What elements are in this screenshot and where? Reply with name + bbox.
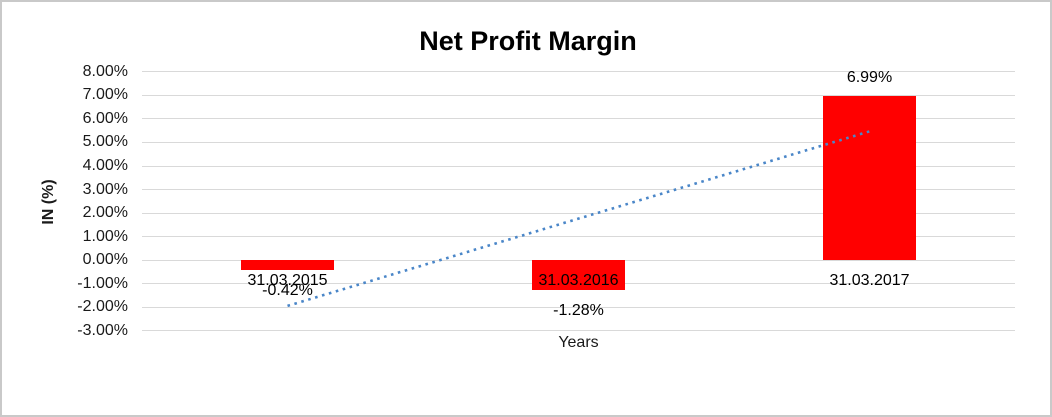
y-tick-label: 8.00% <box>82 62 128 80</box>
category-label: 31.03.2017 <box>829 272 910 289</box>
y-tick-label: 6.00% <box>82 109 128 127</box>
y-tick-label: 2.00% <box>82 204 128 222</box>
data-label: 6.99% <box>846 68 893 86</box>
y-tick-label: 4.00% <box>82 157 128 174</box>
gridline <box>142 330 1015 332</box>
y-tick-label: 1.00% <box>82 227 128 245</box>
gridline <box>142 71 1015 73</box>
bar-31.03.2015 <box>241 260 334 271</box>
y-tick-label: 5.00% <box>82 133 128 151</box>
y-tick-label: 3.00% <box>82 180 128 198</box>
data-label: -1.28% <box>553 302 604 320</box>
bar-31.03.2017 <box>823 95 916 261</box>
gridline <box>142 94 1015 96</box>
chart-title: Net Profit Margin <box>419 26 637 56</box>
y-tick-label: -3.00% <box>77 321 128 339</box>
y-tick-label: 7.00% <box>82 86 128 104</box>
y-tick-label: 0.00% <box>82 251 128 269</box>
y-tick-label: -2.00% <box>77 298 128 316</box>
x-axis-title: Years <box>558 334 599 351</box>
gridline <box>142 306 1015 308</box>
category-label: 31.03.2016 <box>538 272 619 289</box>
gridline <box>142 118 1015 120</box>
y-tick-label: -1.00% <box>77 274 128 292</box>
data-label: -0.42% <box>262 282 313 300</box>
